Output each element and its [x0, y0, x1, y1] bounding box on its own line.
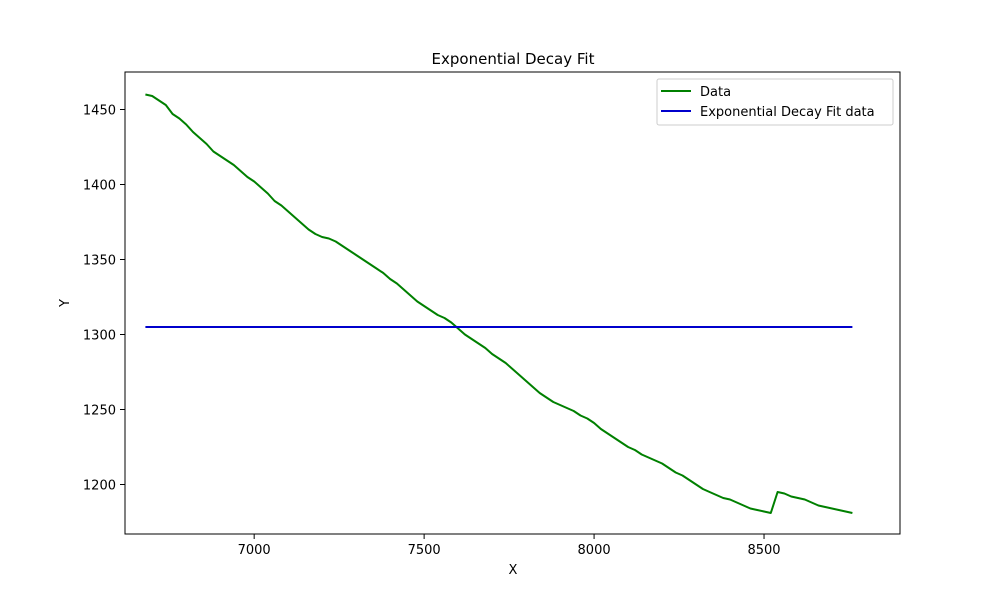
x-tick-label: 8000: [578, 543, 611, 558]
y-axis: 1200 1250 1300 1350 1400 1450: [83, 104, 125, 494]
y-tick-label: 1250: [83, 404, 116, 419]
y-axis-label: Y: [58, 299, 73, 308]
legend-label-data: Data: [700, 85, 731, 100]
x-axis-label: X: [509, 563, 518, 578]
x-axis: 7000 7500 8000 8500: [238, 534, 781, 558]
x-tick-label: 7000: [238, 543, 271, 558]
y-tick-label: 1450: [83, 104, 116, 119]
legend: Data Exponential Decay Fit data: [656, 78, 894, 126]
y-tick-label: 1300: [83, 329, 116, 344]
x-tick-label: 8500: [747, 543, 780, 558]
y-tick-label: 1200: [83, 479, 116, 494]
series-line-data: [145, 93, 853, 514]
y-tick-label: 1400: [83, 179, 116, 194]
y-tick-label: 1350: [83, 254, 116, 269]
legend-label-fit: Exponential Decay Fit data: [700, 105, 875, 120]
series-layer: [145, 93, 853, 514]
x-tick-label: 7500: [408, 543, 441, 558]
chart-title: Exponential Decay Fit: [432, 50, 595, 68]
plot-area-frame: [124, 71, 901, 535]
legend-box: [656, 78, 894, 126]
